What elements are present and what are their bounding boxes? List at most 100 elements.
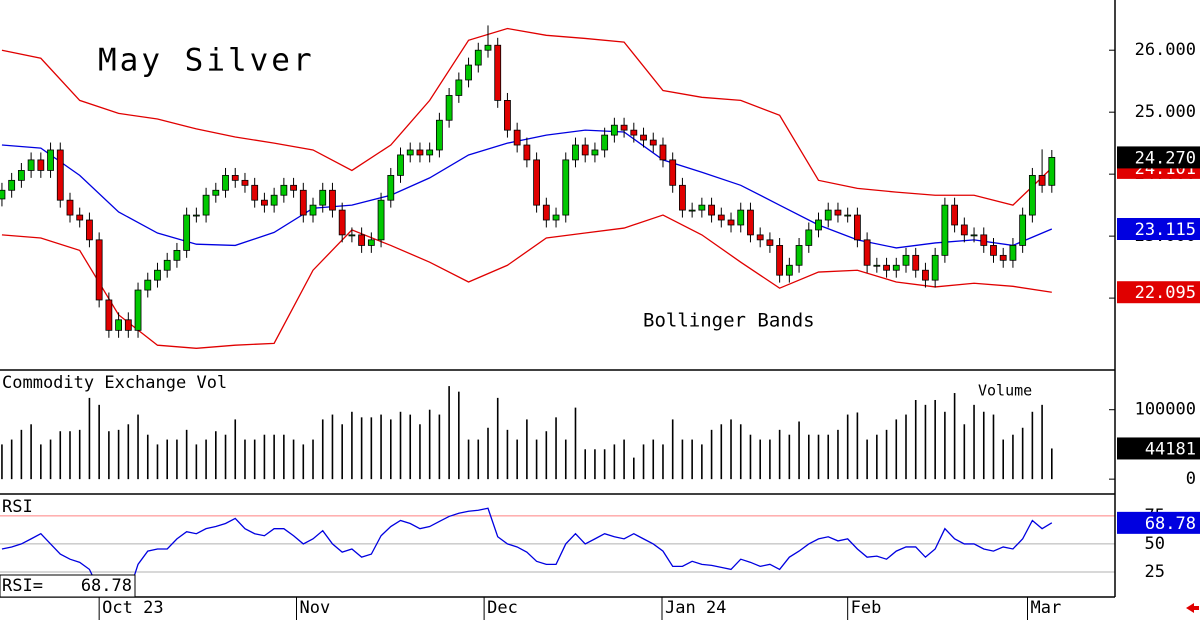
rsi-panel [0, 507, 1115, 597]
candle-body [270, 194, 278, 206]
y-tick-label: 25 [1145, 562, 1165, 582]
scroll-arrow[interactable] [1186, 603, 1199, 613]
candle-body [756, 234, 764, 241]
candle-body [474, 49, 482, 66]
candle-body [698, 204, 706, 211]
candle-body [0, 189, 6, 200]
candle-body [105, 299, 113, 331]
candle-body [241, 179, 249, 186]
candle-body [990, 245, 997, 256]
candle-body [173, 249, 181, 261]
candle-body [154, 269, 161, 281]
candle-body [679, 184, 686, 211]
candle-body [562, 159, 570, 216]
x-tick-label: Mar [1031, 598, 1062, 618]
candle-body [280, 184, 288, 196]
candle-body [367, 239, 375, 246]
candle-body [8, 179, 16, 191]
annotation: Volume [978, 382, 1032, 400]
candle-body [406, 149, 414, 156]
candle-body [601, 134, 609, 151]
candle-body [834, 209, 842, 216]
candle-body [980, 234, 988, 246]
candle-body [659, 144, 667, 161]
candle-body [610, 124, 618, 136]
candle-body [805, 229, 813, 246]
volume-panel [1, 386, 1053, 480]
candle-body [999, 254, 1007, 261]
candle-body [494, 44, 502, 101]
candle-body [358, 234, 366, 246]
rsi-line [1, 507, 1053, 597]
candle-body [1009, 245, 1017, 261]
candle-body [776, 245, 784, 276]
value-box [1117, 281, 1200, 304]
candle-body [504, 100, 511, 131]
bollinger-band [1, 27, 1053, 206]
last-volume-label: 44181 [1145, 439, 1196, 459]
candle-body [649, 139, 657, 146]
bollinger-band [1, 214, 1052, 349]
x-tick-label: Jan 24 [665, 598, 726, 618]
x-tick-label: Dec [487, 598, 518, 618]
candle-body [222, 174, 229, 191]
value-box [1117, 437, 1200, 460]
candle-body [212, 189, 220, 196]
candle-body [377, 199, 385, 241]
candle-body [591, 149, 599, 156]
candle-body [455, 79, 463, 96]
candle-body [338, 209, 346, 236]
candle-body [1019, 214, 1027, 246]
candle-body [717, 214, 725, 221]
candle-body [299, 189, 307, 216]
y-tick-label: 0 [1186, 469, 1196, 489]
candle-body [863, 239, 871, 266]
panel-title: RSI [2, 497, 33, 517]
candle-body [348, 234, 356, 237]
candle-body [319, 189, 327, 206]
candle-body [941, 204, 949, 256]
candle-body [1048, 157, 1056, 186]
candle-body [922, 269, 929, 281]
candle-body [1038, 174, 1046, 186]
candle-body [144, 279, 152, 291]
candle-body [192, 214, 200, 217]
candle-body [251, 184, 259, 201]
candle-body [387, 174, 395, 201]
candle-body [27, 159, 35, 171]
candle-body [572, 144, 579, 161]
candle-body [669, 159, 677, 186]
candle-body [115, 319, 122, 331]
candle-body [76, 214, 84, 221]
value-box [1117, 511, 1200, 534]
candle-body [795, 245, 803, 266]
candle-body [815, 219, 822, 231]
last-rsi-label: 68.78 [1145, 514, 1196, 534]
candle-body [66, 199, 74, 216]
candle-body [37, 159, 45, 171]
candle-body [163, 259, 171, 271]
candle-body [766, 239, 774, 246]
y-tick-label: 26.000 [1135, 40, 1196, 60]
panel-title: Commodity Exchange Vol [2, 373, 227, 393]
candle-body [688, 209, 696, 212]
band-value-label: 23.115 [1135, 220, 1196, 240]
candle-body [630, 129, 638, 136]
candle-body [883, 264, 890, 271]
candle-body [581, 144, 589, 156]
annotation: Bollinger Bands [643, 310, 815, 332]
candle-body [873, 264, 881, 267]
candle-body [183, 214, 191, 251]
candle-body [124, 319, 132, 331]
candle-body [465, 64, 472, 81]
last-close-label: 24.270 [1135, 148, 1196, 168]
price-panel [0, 25, 1056, 349]
chart-title: May Silver [98, 43, 315, 79]
candle-body [892, 264, 900, 271]
readout-label: RSI= [2, 576, 43, 596]
candle-body [960, 224, 968, 236]
candle-body [824, 209, 832, 221]
candle-body [261, 199, 268, 206]
candle-body [513, 129, 521, 146]
candle-body [397, 154, 404, 176]
